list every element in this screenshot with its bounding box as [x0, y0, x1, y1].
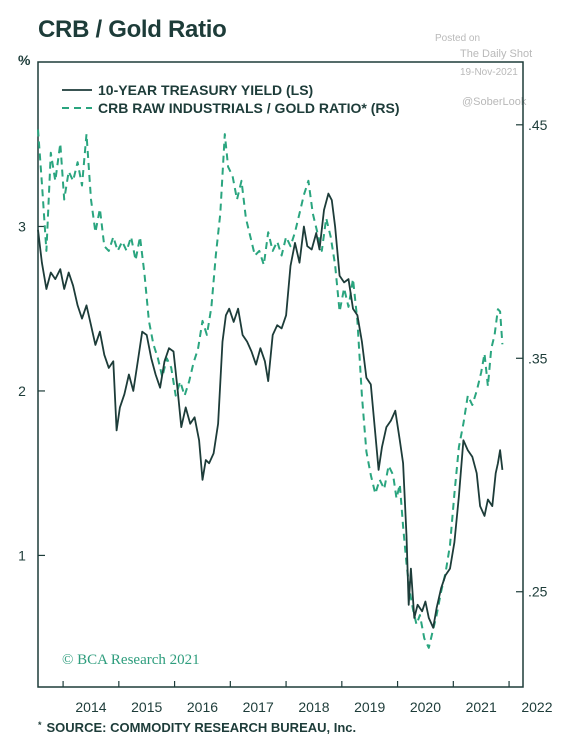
series-line-treasury-yield	[37, 192, 504, 629]
watermark-date: 19-Nov-2021	[460, 67, 518, 78]
x-tick-label: 2018	[298, 699, 329, 715]
right-tick-label: .35	[528, 350, 548, 366]
left-tick-label: 2	[18, 383, 26, 399]
legend-label-ratio: CRB RAW INDUSTRIALS / GOLD RATIO* (RS)	[98, 100, 400, 116]
watermark-handle: @SoberLook	[462, 96, 527, 108]
right-axis: .25 .35 .45	[516, 117, 548, 600]
left-axis-unit: %	[18, 52, 31, 68]
plot-frame	[37, 61, 524, 688]
series-line-crb-gold-ratio	[37, 129, 504, 649]
left-tick-label: 3	[18, 218, 26, 234]
x-tick-label: 2020	[410, 699, 441, 715]
right-tick-label: .25	[528, 584, 548, 600]
series-layer	[37, 129, 504, 649]
footnote-text: SOURCE: COMMODITY RESEARCH BUREAU, Inc.	[46, 720, 357, 735]
bca-credit: © BCA Research 2021	[62, 652, 200, 668]
x-tick-label: 2015	[131, 699, 162, 715]
x-tick-label: 2017	[243, 699, 274, 715]
right-tick-label: .45	[528, 117, 548, 133]
watermark-source: The Daily Shot	[460, 48, 533, 60]
left-tick-label: 1	[18, 547, 26, 563]
footnote-marker: *	[38, 720, 42, 730]
x-tick-label: 2022	[521, 699, 552, 715]
x-axis: 2014 2015 2016 2017 2018 2019 2020 2021 2022	[62, 681, 553, 715]
x-tick-label: 2016	[187, 699, 218, 715]
x-tick-label: 2021	[466, 699, 497, 715]
legend: 10-YEAR TREASURY YIELD (LS) CRB RAW INDU…	[62, 82, 400, 116]
left-axis: 1 2 3	[18, 218, 45, 563]
x-tick-label: 2019	[354, 699, 385, 715]
chart-title: CRB / Gold Ratio	[38, 16, 227, 43]
watermark-posted-on: Posted on	[435, 33, 481, 44]
x-tick-label: 2014	[75, 699, 106, 715]
legend-label-yield: 10-YEAR TREASURY YIELD (LS)	[98, 82, 313, 98]
source-footnote: * SOURCE: COMMODITY RESEARCH BUREAU, Inc.	[38, 720, 356, 735]
